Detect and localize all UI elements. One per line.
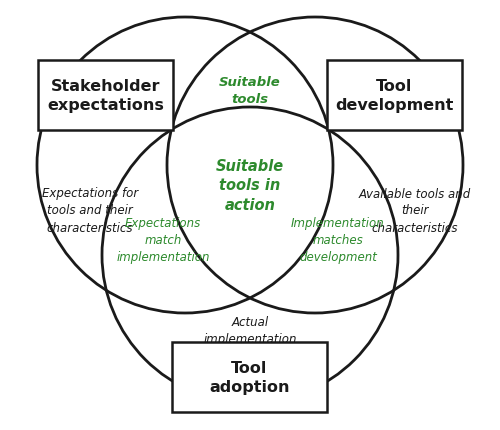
Text: Expectations
match
implementation: Expectations match implementation [116,217,210,264]
Text: Suitable
tools: Suitable tools [219,76,281,106]
FancyBboxPatch shape [172,342,327,412]
Text: Expectations for
tools and their
characteristics: Expectations for tools and their charact… [42,187,138,234]
Text: Actual
implementation: Actual implementation [204,315,297,345]
Text: Implementation
matches
development: Implementation matches development [291,217,385,264]
Text: Stakeholder
expectations: Stakeholder expectations [47,79,164,113]
FancyBboxPatch shape [38,61,173,131]
Text: Available tools and
their
characteristics: Available tools and their characteristic… [359,187,471,234]
Text: Tool
development: Tool development [336,79,454,113]
FancyBboxPatch shape [327,61,462,131]
Text: Tool
adoption: Tool adoption [210,360,290,394]
Text: Suitable
tools in
action: Suitable tools in action [216,158,284,213]
